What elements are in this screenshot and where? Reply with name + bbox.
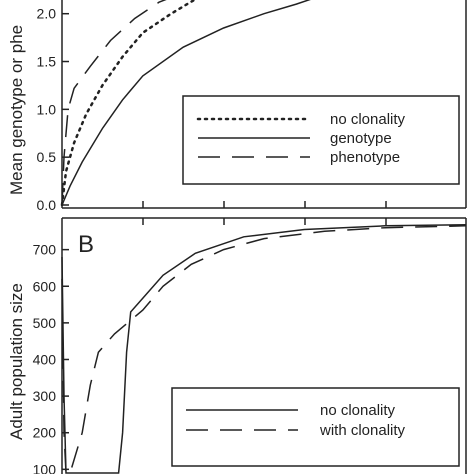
panel-a-legend: no clonality genotype phenotype xyxy=(196,111,406,166)
series-line-no-clonality xyxy=(61,223,467,474)
y-tick-label: 2.0 xyxy=(37,6,57,22)
panel-b-top-ticks xyxy=(142,218,387,225)
panel-a-legend-box xyxy=(182,95,460,185)
panel-b-letter: B xyxy=(78,231,94,258)
y-tick-label: 100 xyxy=(33,461,57,474)
y-tick-label: 1.5 xyxy=(37,54,57,70)
panel-a-y-ticks: 0.0 0.5 1.0 1.5 2.0 xyxy=(37,6,69,213)
y-tick-label: 0.0 xyxy=(37,197,57,213)
panel-b-y-axis-label: Adult population size xyxy=(7,283,26,440)
panel-a-series xyxy=(60,0,311,207)
panel-a-x-ticks xyxy=(142,201,387,208)
series-line-no-clonality xyxy=(60,0,197,207)
legend-label-phenotype: phenotype xyxy=(330,149,400,166)
y-tick-label: 600 xyxy=(33,278,57,294)
y-tick-label: 200 xyxy=(33,425,57,441)
legend-label-genotype: genotype xyxy=(330,130,392,147)
legend-label-with-clonality: with clonality xyxy=(319,422,406,439)
y-tick-label: 1.0 xyxy=(37,101,57,117)
y-tick-label: 0.5 xyxy=(37,149,57,165)
panel-b-y-ticks: 100 200 300 400 500 600 700 xyxy=(33,242,69,474)
series-line-phenotype xyxy=(61,0,167,206)
y-tick-label: 700 xyxy=(33,242,57,258)
panel-b-series xyxy=(61,223,467,474)
panel-a: Mean genotype or phe 0.0 0.5 1.0 1.5 2.0 no … xyxy=(7,0,467,213)
series-line-with-clonality xyxy=(61,225,467,474)
panel-b-legend-box xyxy=(171,387,460,467)
panel-b: Adult population size 100 200 300 400 500 600… xyxy=(7,217,467,474)
panel-a-y-axis-label: Mean genotype or phe xyxy=(7,25,26,195)
y-tick-label: 400 xyxy=(33,351,57,367)
legend-label-no-clonality-b: no clonality xyxy=(320,402,396,419)
y-tick-label: 500 xyxy=(33,315,57,331)
legend-label-no-clonality-a: no clonality xyxy=(330,111,406,128)
y-tick-label: 300 xyxy=(33,388,57,404)
panel-b-legend: no clonality with clonality xyxy=(186,402,406,439)
series-line-genotype xyxy=(61,0,311,206)
